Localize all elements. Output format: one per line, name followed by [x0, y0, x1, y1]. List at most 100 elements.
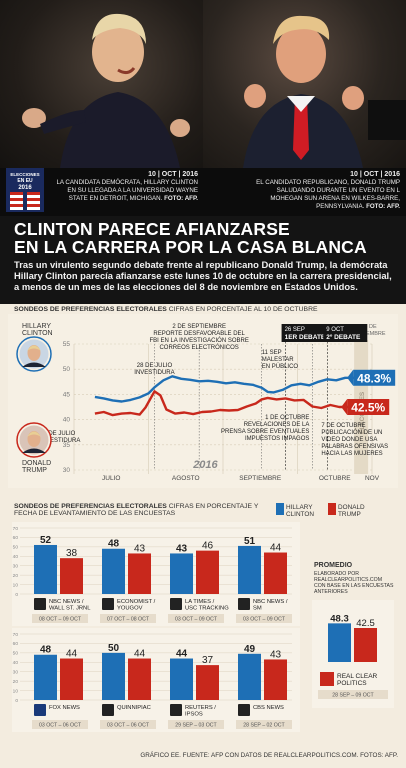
bar-ytick-label: 60	[13, 641, 19, 647]
line-ytick-label: 40	[63, 417, 71, 424]
bar-trump	[196, 550, 219, 594]
line-year-label: 2016	[192, 459, 218, 471]
legend-clinton-swatch	[276, 503, 284, 515]
headline-lead: Tras un virulento segundo debate frente …	[14, 259, 392, 292]
promedio-bar-clinton	[328, 623, 351, 662]
poll-logo-icon	[102, 704, 114, 716]
poll-name: FOX NEWS	[49, 705, 80, 711]
rcp-dates: 28 SEP – 09 OCT	[332, 693, 374, 699]
bar-trump	[196, 665, 219, 700]
bar-value-clinton: 50	[108, 643, 120, 654]
line-section-subtitle: CIFRAS EN PORCENTAJE AL 10 DE OCTUBRE	[168, 306, 318, 313]
poll-dates: 07 OCT – 08 OCT	[107, 617, 150, 623]
line-month-label: AGOSTO	[172, 475, 200, 482]
debate-2-box-date: 9 OCT	[326, 327, 344, 333]
promedio-bar-trump	[354, 628, 377, 662]
line-month-label: JULIO	[102, 475, 120, 482]
line-month-label: SEPTIEMBRE	[239, 475, 282, 482]
end-label-arrow	[341, 399, 348, 415]
promedio-text: ELABORADO POR REALCLEARPOLITICS.COM CON …	[314, 571, 394, 595]
rcp-name: POLITICS	[337, 680, 367, 687]
bar-ytick-label: 30	[13, 564, 19, 570]
legend-trump-label: DONALD TRUMP	[338, 504, 365, 518]
bar-clinton	[170, 553, 193, 594]
legend-trump-swatch	[328, 503, 336, 515]
rcp-name: REAL CLEAR	[337, 673, 378, 680]
trump-name-line1: DONALD	[22, 460, 51, 467]
poll-dates: 29 SEP – 03 OCT	[175, 723, 217, 729]
nov-date-label: NOVIEMBRE	[353, 331, 386, 337]
annotation-2-sep: 2 DE SEPTIEMBRE	[172, 324, 226, 330]
bar-clinton	[238, 545, 261, 594]
line-section-title: SONDEOS DE PREFERENCIAS ELECTORALES	[14, 306, 167, 313]
bar-value-trump: 38	[66, 548, 78, 559]
bar-clinton	[34, 544, 57, 594]
line-chart: 30 35 40 45 50 55 JULIO AGOSTO SEPTIEMBRE OCTUBRE…	[8, 314, 398, 488]
line-ytick-label: 45	[63, 391, 71, 398]
bar-ytick-label: 50	[13, 651, 19, 657]
badge-line1: ELECCIONES	[10, 172, 39, 177]
bar-trump	[60, 658, 83, 700]
footer-credit: GRÁFICO EE. FUENTE: AFP CON DATOS DE REA…	[140, 752, 398, 759]
poll-logo-icon	[238, 704, 250, 716]
trump-caption-date: 10 | OCT | 2016	[350, 171, 400, 178]
bar-value-trump: 44	[134, 649, 146, 660]
photo-strip	[0, 0, 406, 168]
annotation-11-sep: EN PÚBLICO	[262, 363, 299, 370]
annotation-1-oct: REVELACIONES DE LA	[244, 422, 310, 428]
bar-value-clinton: 43	[176, 543, 188, 554]
poll-dates-box	[168, 720, 224, 729]
poll-dates: 28 SEP – 02 OCT	[243, 723, 285, 729]
badge-line2: EN EU	[17, 178, 33, 184]
bar-ytick-label: 70	[13, 632, 19, 638]
clinton-name-line2: CLINTON	[22, 330, 53, 337]
bar-ytick-label: 70	[13, 526, 19, 532]
bar-value-clinton: 51	[244, 536, 256, 547]
bar-value-clinton: 48	[108, 539, 120, 550]
bar-ytick-label: 10	[13, 582, 19, 588]
bar-ytick-label: 10	[13, 688, 19, 694]
bar-trump	[60, 558, 83, 594]
rcp-logo-icon	[320, 672, 334, 686]
trump-name-line2: TRUMP	[22, 467, 47, 474]
elections-badge-logo: ELECCIONES EN EU 2016	[6, 168, 44, 212]
bar-section-subtitle: CIFRAS EN PORCENTAJE Y FECHA DE LEVANTAM…	[14, 503, 259, 517]
annotation-7-oct: PUBLICACIÓN DE UN	[321, 429, 382, 436]
clinton-hair-icon	[27, 345, 41, 351]
bar-trump	[264, 659, 287, 700]
poll-name: IPSOS	[185, 712, 203, 718]
bar-clinton	[34, 654, 57, 700]
poll-dates: 03 OCT – 06 OCT	[107, 723, 150, 729]
headline-title-line1: CLINTON PARECE AFIANZARSE	[14, 219, 290, 239]
bar-value-trump: 37	[202, 655, 214, 666]
clinton-name-line1: HILLARY	[22, 323, 51, 330]
poll-dates-box	[32, 720, 88, 729]
poll-dates: 03 OCT – 06 OCT	[39, 723, 82, 729]
poll-name: YOUGOV	[117, 606, 143, 612]
poll-name: LA TIMES /	[185, 599, 215, 605]
poll-dates-box	[100, 614, 156, 623]
bar-value-trump: 43	[134, 543, 146, 554]
annotation-2-sep: FBI EN LA INVESTIGACIÓN SOBRE	[149, 337, 248, 344]
headline-block: CLINTON PARECE AFIANZARSE EN LA CARRERA …	[0, 216, 406, 304]
trump-photo	[203, 0, 406, 168]
bar-ytick-label: 0	[15, 592, 18, 598]
legend-clinton-label: HILLARY CLINTON	[286, 504, 314, 518]
debate-2-box	[323, 324, 368, 342]
bar-value-clinton: 49	[244, 644, 256, 655]
clinton-caption: 10 | OCT | 2016 LA CANDIDATA DEMÓCRATA, …	[48, 171, 198, 203]
bar-ytick-label: 0	[15, 698, 18, 704]
trump-caption-text: EL CANDIDATO REPUBLICANO, DONALD TRUMP S…	[256, 179, 400, 210]
trump-caption: 10 | OCT | 2016 EL CANDIDATO REPUBLICANO…	[252, 171, 400, 211]
bar-ytick-label: 30	[13, 670, 19, 676]
trump-end-label: 42.5%	[351, 401, 385, 415]
caption-bar: 10 | OCT | 2016 LA CANDIDATA DEMÓCRATA, …	[0, 168, 406, 216]
end-label-arrow	[347, 369, 354, 386]
debate-1-box-label: 1ER DEBATE	[285, 334, 326, 341]
annotation-11-sep: MALESTAR	[262, 357, 295, 363]
promedio-value-clinton: 48.3	[330, 613, 349, 624]
clinton-caption-date: 10 | OCT | 2016	[148, 171, 198, 178]
annotation-2-sep: REPORTE DESFAVORABLE DEL	[153, 331, 245, 337]
poll-dates-box	[168, 614, 224, 623]
